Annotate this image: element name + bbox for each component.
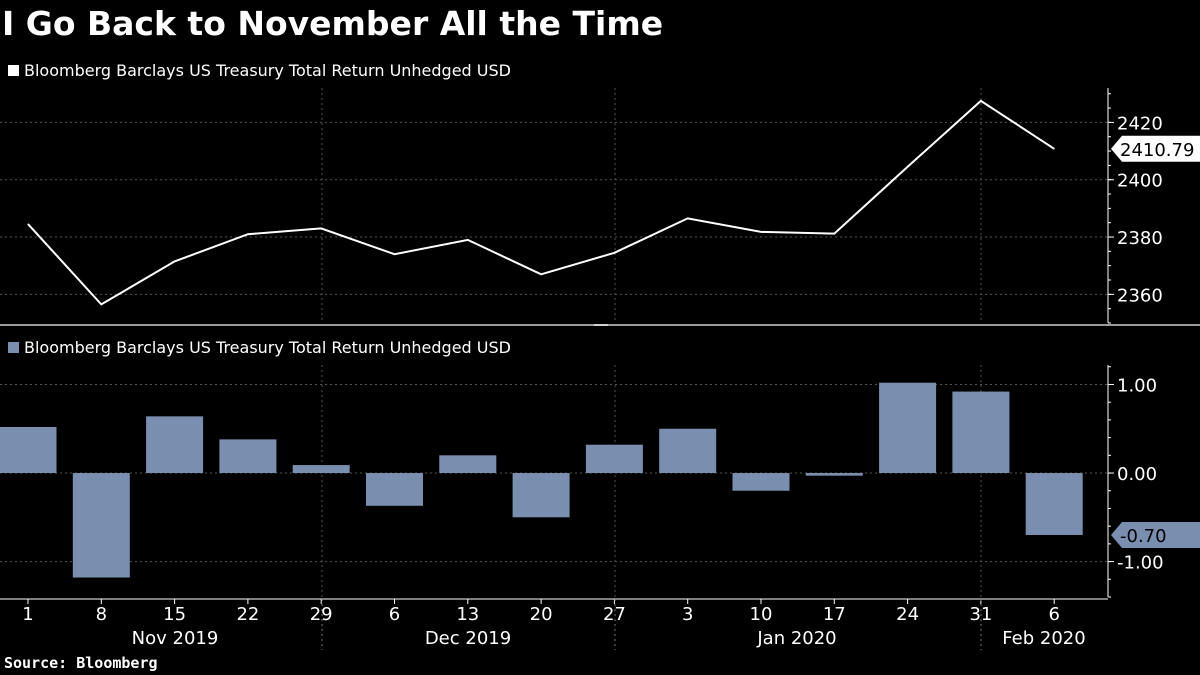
x-tick-label: 8 [96,604,107,625]
line-point [540,273,542,275]
bar-legend-swatch [8,342,19,353]
line-point [907,166,909,168]
line-point [394,253,395,255]
bar-legend-label: Bloomberg Barclays US Treasury Total Ret… [24,338,511,357]
line-point [247,233,249,235]
line-last-value-label: 2410.79 [1120,140,1194,161]
bar-legend: Bloomberg Barclays US Treasury Total Ret… [8,338,511,357]
x-tick-label: 13 [456,604,479,625]
line-legend-label: Bloomberg Barclays US Treasury Total Ret… [24,61,511,80]
bar [366,473,423,506]
line-point [687,217,689,219]
bar [585,444,643,474]
x-tick-label: 3 [682,604,693,625]
source-note: Source: Bloomberg [4,654,158,672]
line-point [613,252,615,254]
line-point [320,227,322,229]
line-point [467,239,469,241]
bar [72,473,130,578]
bar [439,455,497,474]
bar [659,428,717,474]
bar [292,465,350,474]
bar [1025,473,1083,536]
x-tick-label: 20 [530,604,553,625]
line-last-value-flag [1111,135,1200,162]
line-point [174,260,176,262]
x-tick-label: 1 [22,604,33,625]
bar [0,426,57,474]
chart-title: I Go Back to November All the Time [2,4,664,43]
bar [879,382,937,474]
x-tick-label: 22 [236,604,259,625]
bar [146,416,204,474]
line-point [760,231,762,233]
x-tick-label: 10 [750,604,773,625]
x-month-label: Feb 2020 [1002,628,1085,649]
bar [512,473,570,518]
x-tick-label: 17 [823,604,846,625]
bar [805,473,863,476]
line-legend-swatch [8,65,19,76]
line-y-tick-label: 2420 [1117,113,1163,134]
x-month-label: Nov 2019 [132,628,219,649]
line-point [1053,148,1055,150]
bar-y-tick-label: -1.00 [1117,553,1164,574]
bar [219,439,277,474]
bar [952,391,1010,474]
line-point [980,100,982,102]
line-y-tick-label: 2400 [1117,171,1163,192]
line-point [100,303,102,305]
x-tick-label: 6 [1048,604,1059,625]
bar-last-value-flag [1111,522,1200,549]
bar-y-tick-label: 1.00 [1117,375,1157,396]
line-point [27,223,29,225]
line-point [833,233,835,235]
x-tick-label: 6 [389,604,400,625]
line-y-tick-label: 2360 [1117,285,1163,306]
bar-last-value-label: -0.70 [1120,526,1167,547]
line-y-tick-label: 2380 [1117,228,1163,249]
x-tick-label: 24 [896,604,919,625]
x-month-label: Dec 2019 [425,628,511,649]
bar [732,473,790,491]
x-tick-label: 27 [603,604,626,625]
x-tick-label: 15 [163,604,186,625]
x-month-label: Jan 2020 [756,628,836,649]
bar-y-tick-label: 0.00 [1117,464,1157,485]
line-legend: Bloomberg Barclays US Treasury Total Ret… [8,61,511,80]
x-tick-label: 29 [310,604,333,625]
